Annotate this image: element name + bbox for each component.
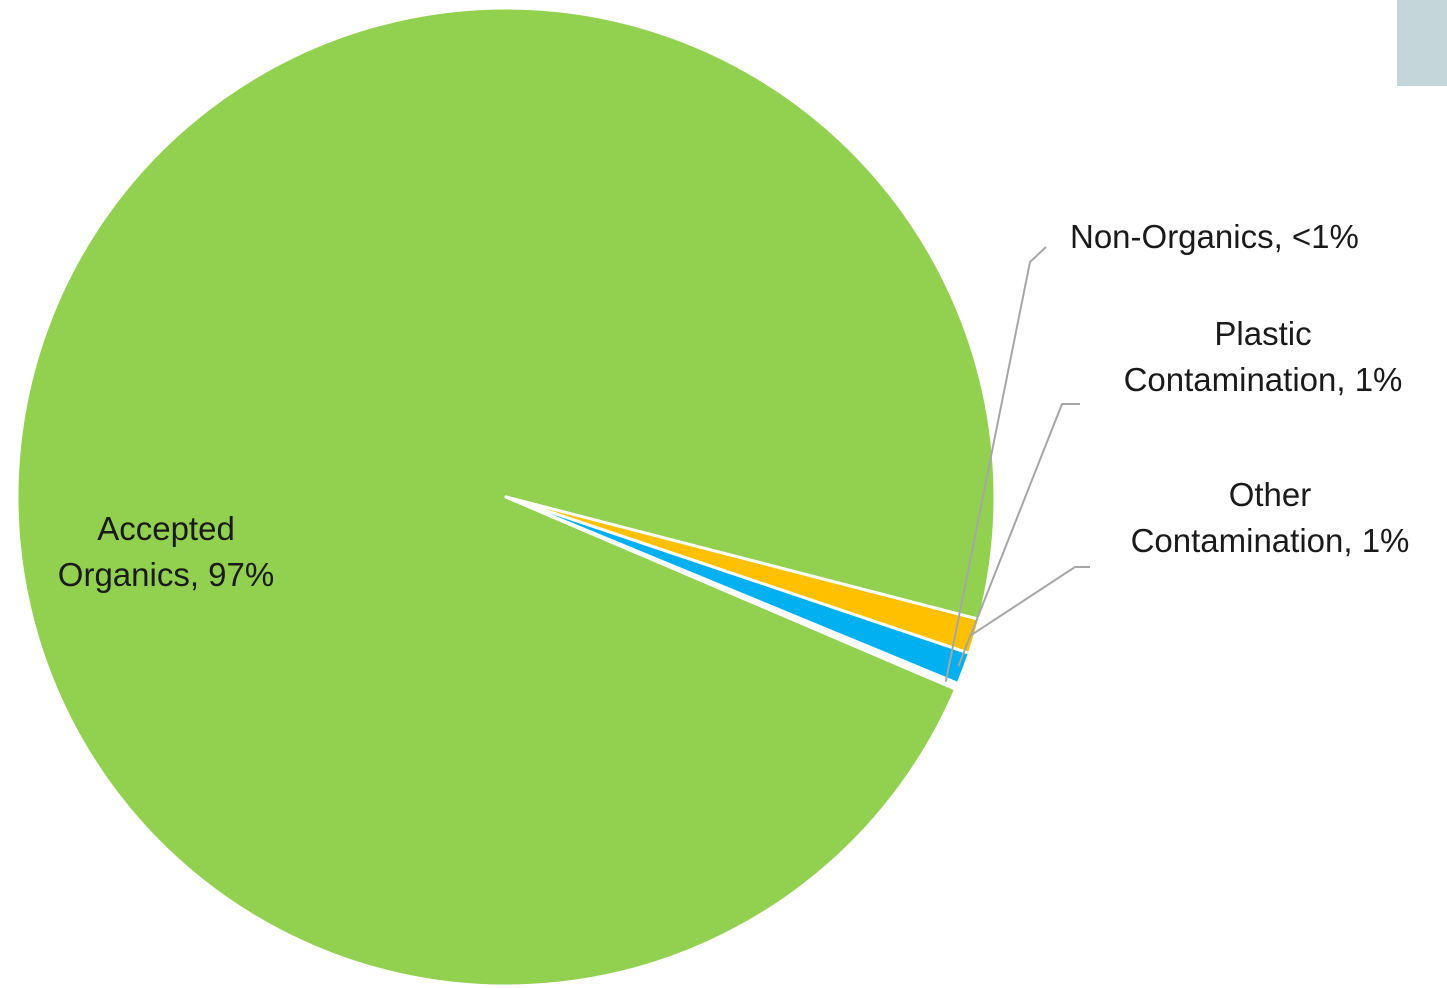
slice-label-accepted-organics-97: Accepted Organics, 97% — [58, 510, 274, 593]
slice-label-line: Contamination, 1% — [1131, 522, 1410, 559]
leader-lines — [944, 246, 1090, 682]
slice-label-line: Other — [1229, 476, 1312, 513]
leader-line-other-contamination-1 — [970, 566, 1090, 637]
corner-block — [1397, 0, 1447, 86]
slice-label-line: Plastic — [1214, 315, 1311, 352]
slice-label-line: Contamination, 1% — [1124, 361, 1403, 398]
leader-line-plastic-contamination-1 — [957, 403, 1080, 667]
slice-label-line: Organics, 97% — [58, 556, 274, 593]
slice-label-line: Non-Organics, <1% — [1070, 218, 1359, 255]
pie-slices — [15, 6, 997, 988]
slice-label-non-organics-1: Non-Organics, <1% — [1070, 218, 1359, 255]
slice-labels: Accepted Organics, 97% Non-Organics, <1% Pl… — [58, 218, 1410, 593]
slice-label-other-contamination-1: Other Contamination, 1% — [1131, 476, 1410, 559]
slice-label-line: Accepted — [97, 510, 235, 547]
slice-label-plastic-contamination-1: Plastic Contamination, 1% — [1124, 315, 1403, 398]
leader-line-non-organics-1 — [944, 246, 1047, 682]
pie-slice-other-contamination-1 — [504, 495, 981, 655]
